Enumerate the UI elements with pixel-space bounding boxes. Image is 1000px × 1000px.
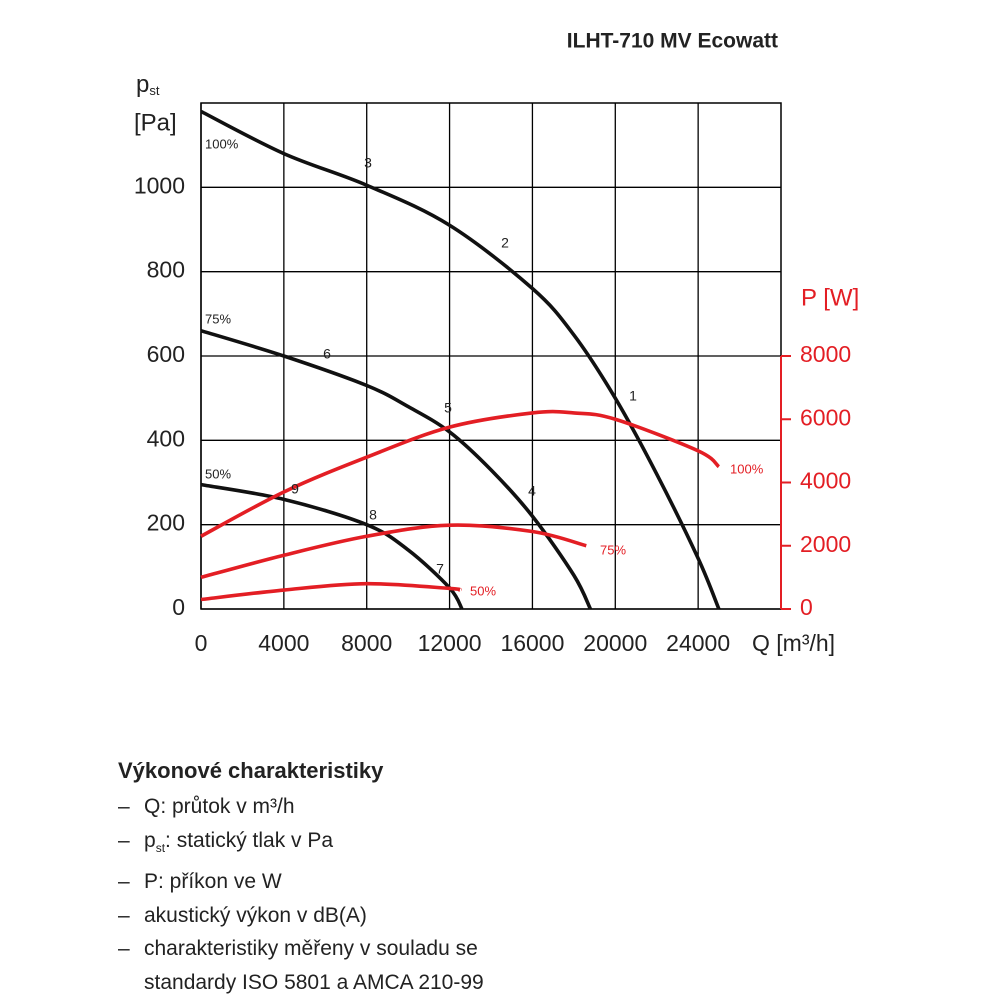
note-item: – P: příkon ve W: [118, 865, 484, 899]
point-label: 9: [291, 481, 299, 497]
curve-label: 50%: [470, 583, 496, 598]
curve: [200, 581, 462, 602]
notes: Výkonové charakteristiky – Q: průtok v m³…: [118, 758, 484, 999]
note-text: akustický výkon v dB(A): [144, 903, 367, 927]
note-item: – akustický výkon v dB(A): [118, 899, 484, 933]
x-tick-label: 20000: [583, 630, 647, 656]
point-label: 8: [369, 507, 377, 523]
notes-heading: Výkonové charakteristiky: [118, 758, 384, 783]
curve: [200, 523, 587, 580]
y-tick-label: 400: [147, 425, 185, 451]
y-tick-label: 1000: [134, 172, 185, 198]
y-tick-label: 800: [147, 257, 185, 283]
bullet: –: [118, 937, 130, 961]
note-item: standardy ISO 5801 a AMCA 210-99: [118, 966, 484, 1000]
y-tick-label: 0: [172, 594, 185, 620]
y-label-subscript: st: [149, 83, 160, 98]
curve-label: 75%: [600, 542, 626, 557]
point-label: 2: [501, 235, 509, 251]
point-label: 5: [444, 400, 452, 416]
note-text: : statický tlak v Pa: [165, 828, 334, 852]
x-tick-label: 4000: [258, 630, 309, 656]
x-tick-label: 8000: [341, 630, 392, 656]
point-label: 4: [528, 483, 536, 499]
y2-tick-label: 6000: [800, 404, 851, 430]
point-label: 7: [436, 561, 444, 577]
x-tick-label: 16000: [500, 630, 564, 656]
curve: [200, 109, 721, 610]
y2-tick-label: 4000: [800, 468, 851, 494]
y2-label: P [W]: [801, 284, 859, 311]
curve: [200, 328, 593, 610]
note-text: charakteristiky měřeny v souladu se: [144, 937, 478, 961]
note-text: standardy ISO 5801 a AMCA 210-99: [144, 970, 484, 994]
y2-tick-label: 2000: [800, 531, 851, 557]
y2-tick-label: 0: [800, 594, 813, 620]
curve-label: 75%: [205, 311, 231, 326]
point-label: 6: [323, 346, 331, 362]
note-item: – pst: statický tlak v Pa: [118, 824, 484, 866]
curve-label: 100%: [730, 461, 764, 476]
note-item: – charakteristiky měřeny v souladu se: [118, 932, 484, 966]
note-symbol: p: [144, 828, 156, 852]
y-label: pst: [136, 71, 160, 98]
bullet: –: [118, 828, 130, 852]
x-tick-label: 12000: [418, 630, 482, 656]
x-tick-label: 24000: [666, 630, 730, 656]
y2-tick-label: 8000: [800, 341, 851, 367]
note-subscript: st: [155, 840, 166, 855]
y-tick-label: 600: [147, 341, 185, 367]
y-label-unit: [Pa]: [134, 109, 177, 136]
note-text: Q: průtok v m³/h: [144, 795, 295, 818]
bullet: –: [118, 795, 130, 818]
note-text: P: příkon ve W: [144, 870, 282, 894]
x-tick-label: 0: [195, 630, 208, 656]
chart-title: ILHT-710 MV Ecowatt: [567, 30, 778, 53]
bullet: –: [118, 870, 130, 894]
y-label-symbol: p: [136, 71, 149, 98]
curve-label: 100%: [205, 136, 239, 151]
curve-label: 50%: [205, 466, 231, 481]
chart: 0 4000 8000 12000 16000 20000 2400002004006008…: [134, 30, 859, 657]
x-label: Q [m³/h]: [752, 630, 835, 656]
curve: [200, 482, 464, 610]
bullet: –: [118, 903, 130, 927]
point-label: 3: [364, 155, 372, 171]
note-item: – Q: průtok v m³/h: [118, 790, 484, 824]
point-label: 1: [629, 388, 637, 404]
curve: [200, 409, 721, 538]
y-tick-label: 200: [147, 510, 185, 536]
